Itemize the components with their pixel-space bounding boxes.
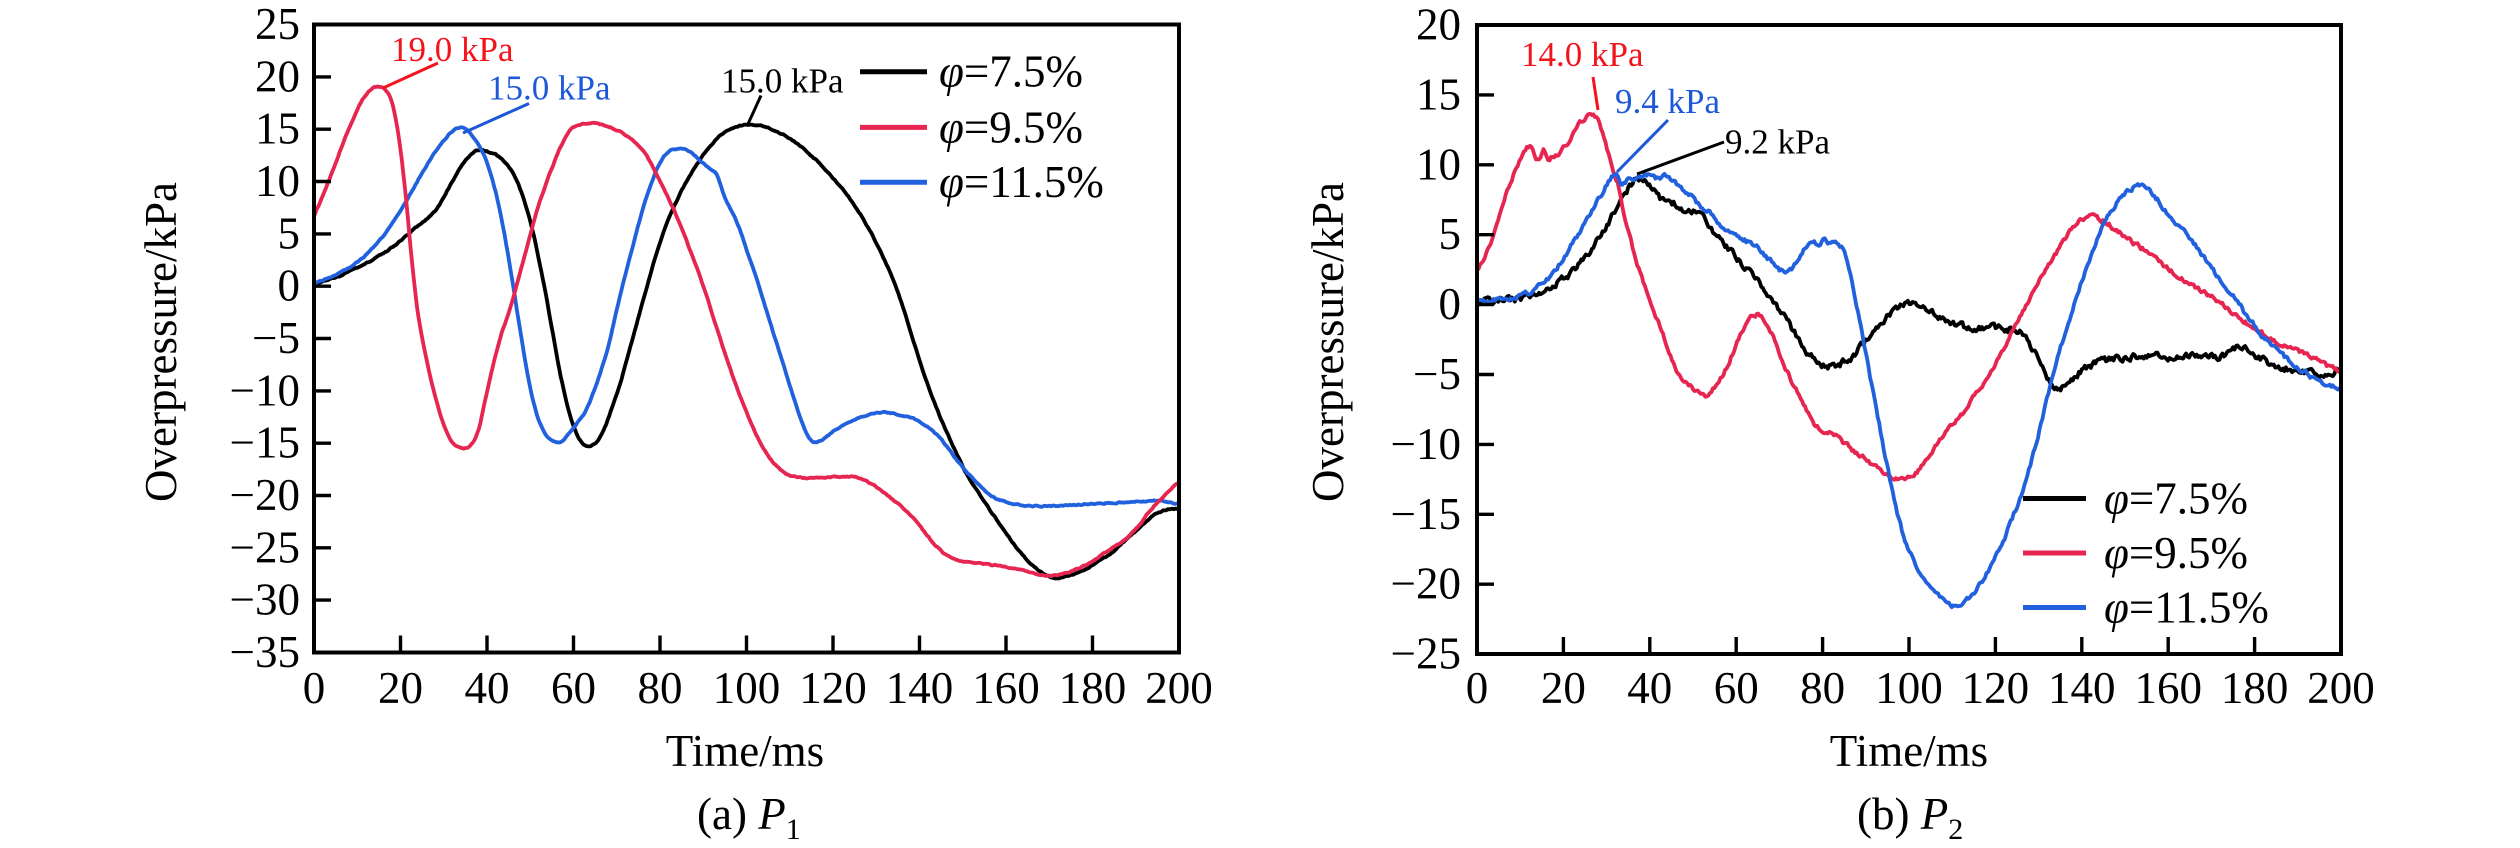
svg-text:Time/ms: Time/ms — [1830, 726, 1988, 776]
svg-text:Overpressure/kPa: Overpressure/kPa — [136, 182, 186, 502]
svg-text:0: 0 — [278, 261, 301, 311]
svg-text:14.0 kPa: 14.0 kPa — [1521, 35, 1644, 74]
svg-text:160: 160 — [2134, 663, 2202, 713]
svg-text:9.2 kPa: 9.2 kPa — [1725, 123, 1830, 162]
svg-text:−20: −20 — [1391, 559, 1461, 609]
svg-text:(a) P1: (a) P1 — [697, 789, 801, 843]
svg-text:80: 80 — [638, 663, 683, 713]
svg-text:25: 25 — [255, 0, 300, 49]
svg-text:20: 20 — [255, 51, 300, 101]
svg-text:19.0 kPa: 19.0 kPa — [391, 30, 514, 69]
svg-text:120: 120 — [799, 663, 867, 713]
svg-text:180: 180 — [2221, 663, 2289, 713]
svg-text:180: 180 — [1059, 663, 1127, 713]
svg-text:5: 5 — [1439, 209, 1462, 259]
svg-text:60: 60 — [1714, 663, 1759, 713]
svg-text:15: 15 — [255, 104, 300, 154]
svg-text:−25: −25 — [1391, 629, 1461, 679]
svg-text:40: 40 — [465, 663, 510, 713]
svg-text:10: 10 — [1416, 139, 1461, 189]
svg-text:200: 200 — [1145, 663, 1213, 713]
svg-text:80: 80 — [1800, 663, 1845, 713]
svg-text:120: 120 — [1962, 663, 2030, 713]
svg-text:60: 60 — [551, 663, 596, 713]
svg-text:−10: −10 — [230, 365, 300, 415]
svg-text:100: 100 — [713, 663, 781, 713]
svg-text:100: 100 — [1875, 663, 1943, 713]
svg-text:140: 140 — [886, 663, 954, 713]
svg-text:140: 140 — [2048, 663, 2116, 713]
svg-text:φ=11.5%: φ=11.5% — [939, 157, 1104, 207]
svg-text:0: 0 — [303, 663, 326, 713]
svg-text:−15: −15 — [230, 418, 300, 468]
svg-text:−15: −15 — [1391, 489, 1461, 539]
svg-text:0: 0 — [1439, 279, 1462, 329]
svg-text:(b) P2: (b) P2 — [1857, 789, 1963, 843]
svg-text:φ=7.5%: φ=7.5% — [939, 47, 1083, 97]
svg-text:φ=9.5%: φ=9.5% — [2104, 528, 2248, 578]
svg-text:Overpressure/kPa: Overpressure/kPa — [1303, 182, 1353, 502]
svg-text:10: 10 — [255, 156, 300, 206]
svg-text:−25: −25 — [230, 522, 300, 572]
svg-text:160: 160 — [972, 663, 1040, 713]
svg-text:−5: −5 — [252, 313, 300, 363]
svg-text:−35: −35 — [230, 627, 300, 677]
svg-text:9.4 kPa: 9.4 kPa — [1615, 82, 1720, 121]
svg-text:φ=11.5%: φ=11.5% — [2104, 583, 2269, 633]
svg-text:15.0 kPa: 15.0 kPa — [488, 69, 611, 108]
svg-text:φ=7.5%: φ=7.5% — [2104, 474, 2248, 524]
svg-text:−30: −30 — [230, 575, 300, 625]
svg-text:−5: −5 — [1413, 349, 1461, 399]
svg-text:20: 20 — [1416, 0, 1461, 50]
svg-text:200: 200 — [2307, 663, 2375, 713]
svg-text:−20: −20 — [230, 470, 300, 520]
svg-text:5: 5 — [278, 208, 301, 258]
svg-text:15.0 kPa: 15.0 kPa — [721, 62, 844, 101]
svg-text:20: 20 — [1541, 663, 1586, 713]
svg-text:15: 15 — [1416, 69, 1461, 119]
svg-text:40: 40 — [1627, 663, 1672, 713]
svg-text:0: 0 — [1466, 663, 1489, 713]
svg-text:Time/ms: Time/ms — [666, 726, 824, 776]
svg-text:φ=9.5%: φ=9.5% — [939, 102, 1083, 152]
svg-text:20: 20 — [378, 663, 423, 713]
svg-text:−10: −10 — [1391, 419, 1461, 469]
